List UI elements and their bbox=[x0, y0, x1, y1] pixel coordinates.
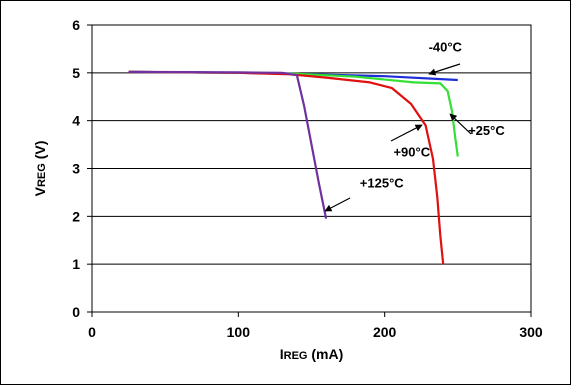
y-tick-label-3: 3 bbox=[72, 161, 80, 177]
x-tick-label-0: 0 bbox=[88, 324, 96, 340]
annotation-arrow-3 bbox=[324, 197, 351, 212]
curve-label-0: -40°C bbox=[429, 39, 463, 54]
x-axis-label: IREG (mA) bbox=[280, 346, 344, 362]
y-axis-label: VREG (V) bbox=[32, 141, 48, 197]
curve-label-1: +25°C bbox=[468, 123, 505, 138]
y-tick-label-6: 6 bbox=[72, 17, 80, 33]
y-tick-label-5: 5 bbox=[72, 65, 80, 81]
series-line-3 bbox=[128, 70, 328, 219]
curve-label-3: +125°C bbox=[360, 176, 404, 191]
x-tick-label-300: 300 bbox=[519, 324, 543, 340]
x-tick-label-100: 100 bbox=[227, 324, 251, 340]
y-tick-label-4: 4 bbox=[72, 113, 80, 129]
annotation-arrow-0 bbox=[428, 63, 461, 76]
y-tick-label-2: 2 bbox=[72, 208, 80, 224]
series-line-2 bbox=[128, 70, 445, 265]
curve-label-2: +90°C bbox=[393, 145, 430, 160]
x-tick-label-200: 200 bbox=[373, 324, 397, 340]
y-tick-label-1: 1 bbox=[72, 256, 80, 272]
annotation-arrow-2 bbox=[390, 124, 423, 142]
y-tick-label-0: 0 bbox=[72, 304, 80, 320]
annotation-arrow-1 bbox=[449, 113, 472, 135]
